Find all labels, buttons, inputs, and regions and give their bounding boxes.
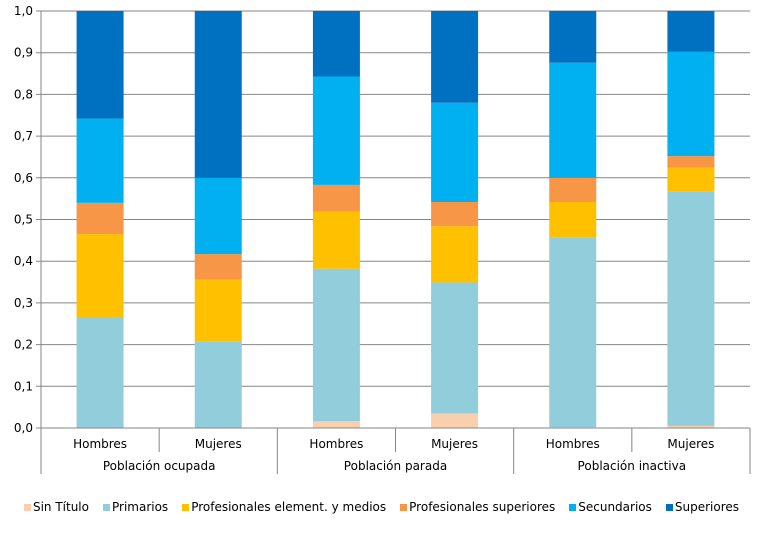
y-tick-label: 0,0 (14, 421, 33, 435)
legend-item: Profesionales element. y medios (182, 500, 386, 514)
legend-item: Sin Título (23, 500, 89, 514)
bar-segment-sin-t-tulo (667, 425, 715, 428)
legend-swatch (182, 503, 190, 511)
bar-segment-primarios (549, 237, 597, 428)
bar-segment-secundarios (194, 177, 242, 255)
y-tick-label: 0,5 (14, 213, 33, 227)
bar-segment-profesionales-element-y-medios (312, 211, 360, 269)
y-tick-label: 0,6 (14, 171, 33, 185)
bar-segment-profesionales-superiores (76, 202, 124, 235)
legend-swatch (23, 503, 31, 511)
legend-item: Superiores (665, 500, 740, 514)
bar-segment-primarios (76, 317, 124, 428)
bar-segment-superiores (549, 11, 597, 63)
bar-segment-profesionales-superiores (312, 184, 360, 212)
x-axis-categories: Hombres Mujeres Población ocupada Hombres Mu… (73, 437, 714, 473)
legend-label: Profesionales element. y medios (191, 500, 387, 514)
gridlines (36, 10, 750, 429)
bar-segment-profesionales-element-y-medios (76, 234, 124, 318)
bar-segment-profesionales-element-y-medios (549, 201, 597, 238)
y-tick-label: 0,4 (14, 254, 33, 268)
y-tick-label: 0,2 (14, 338, 33, 352)
bar-segment-secundarios (667, 51, 715, 157)
legend-swatch (569, 503, 577, 511)
legend-item: Primarios (102, 500, 169, 514)
legend-label: Primarios (111, 500, 169, 514)
x-category-label: Hombres (73, 437, 127, 451)
x-category-label: Mujeres (195, 437, 242, 451)
bar-segment-superiores (312, 11, 360, 77)
bar-segment-sin-t-tulo (312, 421, 360, 428)
bar-segment-primarios (431, 282, 479, 414)
bar-segment-secundarios (431, 102, 479, 202)
bars (76, 11, 715, 428)
x-group-label: Población parada (344, 459, 447, 473)
y-tick-label: 0,9 (14, 46, 33, 60)
bar-segment-superiores (431, 11, 479, 103)
x-category-label: Mujeres (667, 437, 714, 451)
bar-segment-superiores (194, 11, 242, 178)
legend-swatch (400, 503, 408, 511)
x-group-label: Población inactiva (578, 459, 687, 473)
bar-segment-secundarios (549, 62, 597, 178)
bar-segment-sin-t-tulo (431, 413, 479, 428)
legend-label: Secundarios (578, 500, 652, 514)
bar-segment-primarios (194, 341, 242, 428)
bar-segment-primarios (312, 268, 360, 422)
bar-segment-profesionales-superiores (667, 156, 715, 168)
y-tick-label: 0,7 (14, 129, 33, 143)
bar-segment-profesionales-superiores (194, 254, 242, 280)
x-category-label: Hombres (546, 437, 600, 451)
legend-label: Sin Título (32, 500, 89, 514)
bar-segment-profesionales-element-y-medios (431, 226, 479, 283)
y-tick-label: 1,0 (14, 4, 33, 18)
x-group-label: Población ocupada (103, 459, 216, 473)
bar-segment-superiores (667, 11, 715, 52)
bar-segment-superiores (76, 11, 124, 119)
y-tick-label: 0,1 (14, 379, 33, 393)
y-axis-ticks: 0,0 0,1 0,2 0,3 0,4 0,5 0,6 0,7 0,8 0,9 1,0 (14, 4, 33, 435)
legend-label: Profesionales superiores (409, 500, 556, 514)
legend-swatch (102, 503, 110, 511)
legend-label: Superiores (674, 500, 740, 514)
bar-segment-profesionales-element-y-medios (194, 279, 242, 342)
bar-segment-profesionales-superiores (431, 201, 479, 227)
x-category-label: Mujeres (431, 437, 478, 451)
y-tick-label: 0,8 (14, 87, 33, 101)
bar-segment-primarios (667, 191, 715, 426)
x-category-label: Hombres (309, 437, 363, 451)
axes (40, 11, 751, 474)
bar-segment-profesionales-superiores (549, 177, 597, 202)
y-tick-label: 0,3 (14, 296, 33, 310)
bar-segment-secundarios (76, 118, 124, 203)
legend: Sin Título Primarios Profesionales element… (0, 500, 763, 514)
bar-segment-secundarios (312, 76, 360, 185)
legend-item: Profesionales superiores (400, 500, 555, 514)
legend-item: Secundarios (569, 500, 652, 514)
legend-swatch (665, 503, 673, 511)
bar-segment-profesionales-element-y-medios (667, 167, 715, 192)
